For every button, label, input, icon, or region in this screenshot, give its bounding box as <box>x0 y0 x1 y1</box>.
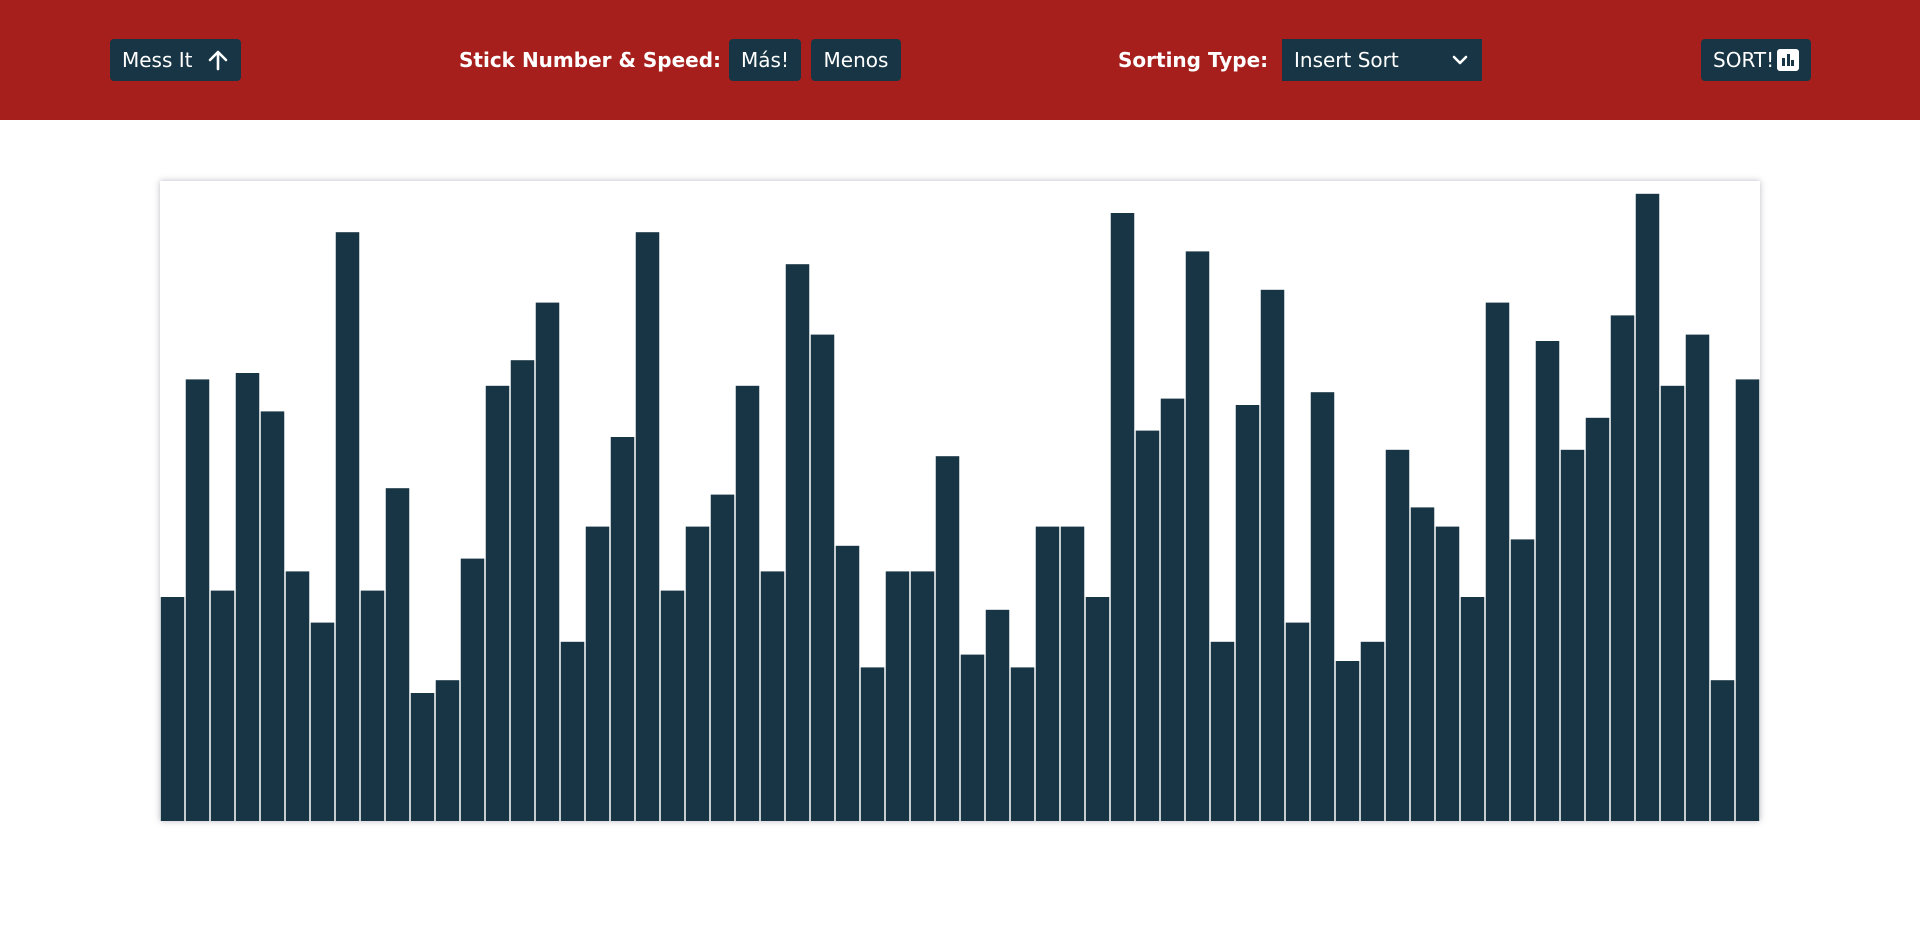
stick-bar <box>760 571 785 821</box>
stick-bar <box>1510 539 1535 821</box>
stick-bar <box>1235 405 1260 821</box>
stick-bar <box>1160 398 1185 821</box>
stick-bar <box>1685 334 1710 821</box>
stick-bar <box>1185 251 1210 821</box>
stick-bar <box>360 590 385 821</box>
stick-bar <box>1060 526 1085 821</box>
stick-bar <box>585 526 610 821</box>
stick-bar <box>835 545 860 821</box>
stick-bar <box>210 590 235 821</box>
stick-bar <box>1710 680 1735 821</box>
bars-svg <box>160 193 1760 821</box>
stick-bar <box>1485 302 1510 821</box>
stick-bar <box>235 373 260 821</box>
stick-bar <box>460 558 485 821</box>
stick-bar <box>1610 315 1635 821</box>
stick-bar <box>435 680 460 821</box>
stick-bar <box>1135 430 1160 821</box>
stick-bar <box>1035 526 1060 821</box>
stick-bar <box>735 385 760 821</box>
stick-bar <box>285 571 310 821</box>
stick-bar <box>1310 392 1335 821</box>
less-button[interactable]: Menos <box>811 39 901 81</box>
stick-bar <box>1110 213 1135 821</box>
stick-bar <box>1360 641 1385 821</box>
stick-bar <box>635 232 660 821</box>
stick-bar <box>535 302 560 821</box>
stick-bar <box>1435 526 1460 821</box>
sorting-type-label: Sorting Type: <box>1118 48 1269 72</box>
bars-chart <box>160 181 1760 821</box>
sort-button[interactable]: SORT! <box>1701 39 1811 81</box>
stick-bar <box>510 360 535 821</box>
stick-bar <box>1385 449 1410 821</box>
stick-bar <box>1210 641 1235 821</box>
stick-bar <box>260 411 285 821</box>
stick-bar <box>1010 667 1035 821</box>
sorting-type-value: Insert Sort <box>1294 48 1399 72</box>
stick-bar <box>185 379 210 821</box>
stick-bar <box>610 437 635 821</box>
sort-label: SORT! <box>1713 48 1775 72</box>
stick-bar <box>1535 341 1560 821</box>
chevron-down-icon <box>1452 55 1468 65</box>
stick-bar <box>1460 597 1485 821</box>
stick-bar <box>1735 379 1760 821</box>
stick-bar <box>410 693 435 821</box>
stick-bar <box>985 609 1010 821</box>
stick-bar <box>710 494 735 821</box>
stick-bar <box>1660 385 1685 821</box>
stick-bar <box>960 654 985 821</box>
stick-bar <box>910 571 935 821</box>
stick-bar <box>935 456 960 821</box>
stick-bar <box>485 385 510 821</box>
stick-bar <box>1585 417 1610 821</box>
stick-bar <box>1410 507 1435 821</box>
stick-bar <box>1335 661 1360 821</box>
stick-bar <box>1260 289 1285 821</box>
stick-bar <box>335 232 360 821</box>
stick-bar <box>385 488 410 821</box>
stick-bar <box>785 264 810 821</box>
stick-bar <box>660 590 685 821</box>
sorting-type-select[interactable]: Insert Sort <box>1282 39 1482 81</box>
mess-it-label: Mess It <box>122 48 193 72</box>
stick-bar <box>310 622 335 821</box>
bar-chart-icon <box>1777 49 1799 71</box>
stick-bar <box>1560 449 1585 821</box>
stick-bar <box>1635 193 1660 821</box>
stick-bar <box>860 667 885 821</box>
mess-it-button[interactable]: Mess It <box>110 39 241 81</box>
stick-number-speed-label: Stick Number & Speed: <box>459 48 722 72</box>
stick-bar <box>160 597 185 821</box>
stick-bar <box>560 641 585 821</box>
more-button[interactable]: Más! <box>729 39 801 81</box>
stick-bar <box>810 334 835 821</box>
header-bar <box>0 0 1920 120</box>
stick-bar <box>685 526 710 821</box>
stick-bar <box>1285 622 1310 821</box>
stick-bar <box>885 571 910 821</box>
stick-bar <box>1085 597 1110 821</box>
arrow-up-icon <box>208 50 228 71</box>
